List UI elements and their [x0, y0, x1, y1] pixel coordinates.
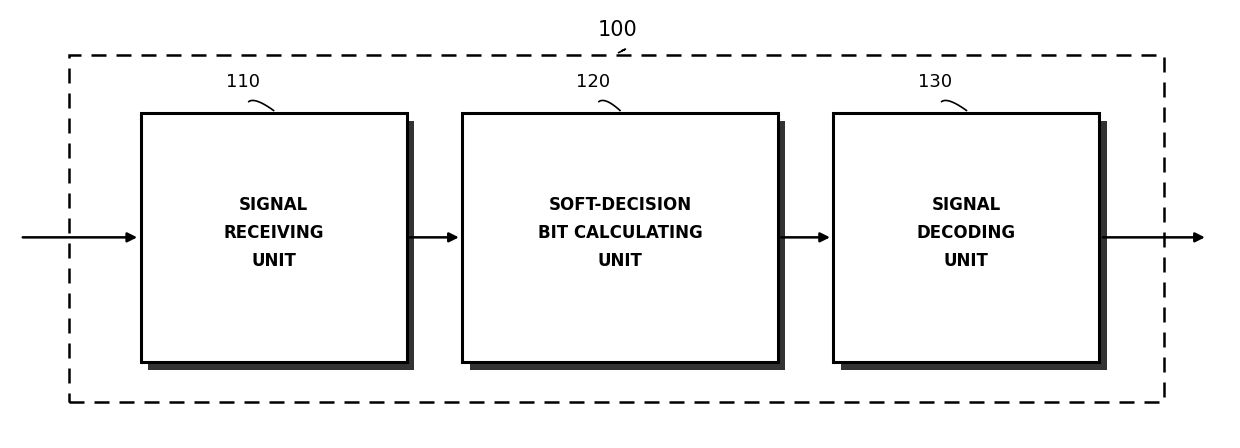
Text: 110: 110: [226, 73, 259, 90]
Text: 130: 130: [919, 73, 952, 90]
Bar: [148, 121, 414, 370]
Bar: [69, 55, 1164, 402]
Text: 120: 120: [575, 73, 610, 90]
Text: SOFT-DECISION
BIT CALCULATING
UNIT: SOFT-DECISION BIT CALCULATING UNIT: [538, 196, 702, 270]
Text: 100: 100: [598, 20, 637, 40]
Text: SIGNAL
RECEIVING
UNIT: SIGNAL RECEIVING UNIT: [223, 196, 324, 270]
Bar: [833, 113, 1100, 362]
Bar: [140, 113, 407, 362]
Text: SIGNAL
DECODING
UNIT: SIGNAL DECODING UNIT: [916, 196, 1016, 270]
Bar: [470, 121, 785, 370]
Bar: [463, 113, 777, 362]
Bar: [841, 121, 1107, 370]
